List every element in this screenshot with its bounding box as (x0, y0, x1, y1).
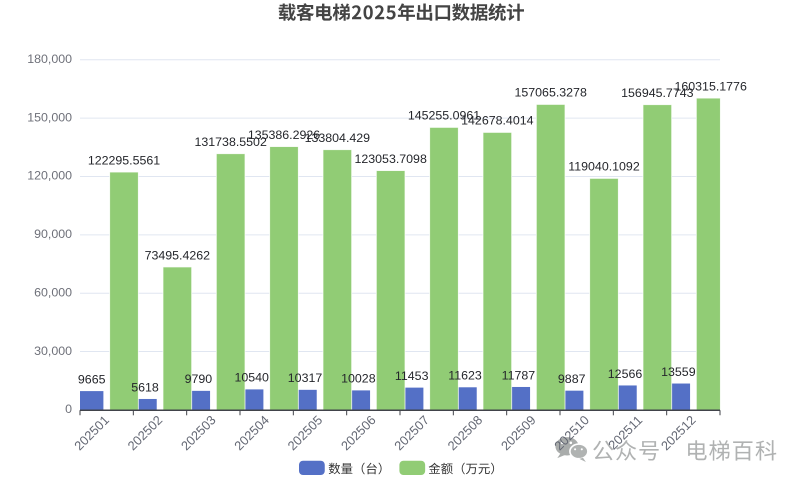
svg-text:10028: 10028 (341, 372, 376, 386)
svg-text:122295.5561: 122295.5561 (88, 153, 160, 167)
svg-text:156945.7743: 156945.7743 (621, 86, 693, 100)
svg-text:142678.4014: 142678.4014 (461, 114, 533, 128)
svg-text:157065.3278: 157065.3278 (514, 86, 586, 100)
svg-text:135386.2926: 135386.2926 (248, 128, 320, 142)
svg-text:131738.5502: 131738.5502 (194, 135, 266, 149)
svg-text:123053.7098: 123053.7098 (354, 152, 426, 166)
svg-text:90,000: 90,000 (34, 227, 72, 241)
svg-text:119040.1092: 119040.1092 (568, 160, 640, 174)
svg-text:10317: 10317 (288, 371, 323, 385)
svg-text:73495.4262: 73495.4262 (145, 248, 211, 262)
svg-text:10540: 10540 (234, 371, 269, 385)
svg-text:9887: 9887 (558, 372, 586, 386)
svg-text:60,000: 60,000 (34, 285, 72, 299)
svg-text:11623: 11623 (448, 369, 482, 383)
svg-text:150,000: 150,000 (27, 110, 72, 124)
svg-text:30,000: 30,000 (34, 344, 72, 358)
svg-text:11453: 11453 (395, 369, 429, 383)
svg-text:13559: 13559 (661, 365, 696, 379)
svg-text:0: 0 (65, 402, 72, 416)
svg-text:180,000: 180,000 (27, 52, 72, 66)
svg-text:133804.429: 133804.429 (305, 131, 371, 145)
svg-text:160315.1776: 160315.1776 (674, 79, 746, 93)
svg-text:11787: 11787 (502, 368, 536, 382)
svg-text:5618: 5618 (131, 380, 159, 394)
svg-text:12566: 12566 (608, 367, 643, 381)
svg-text:120,000: 120,000 (27, 169, 72, 183)
svg-text:145255.0961: 145255.0961 (408, 109, 480, 123)
svg-text:9665: 9665 (78, 372, 106, 386)
svg-text:9790: 9790 (185, 372, 213, 386)
